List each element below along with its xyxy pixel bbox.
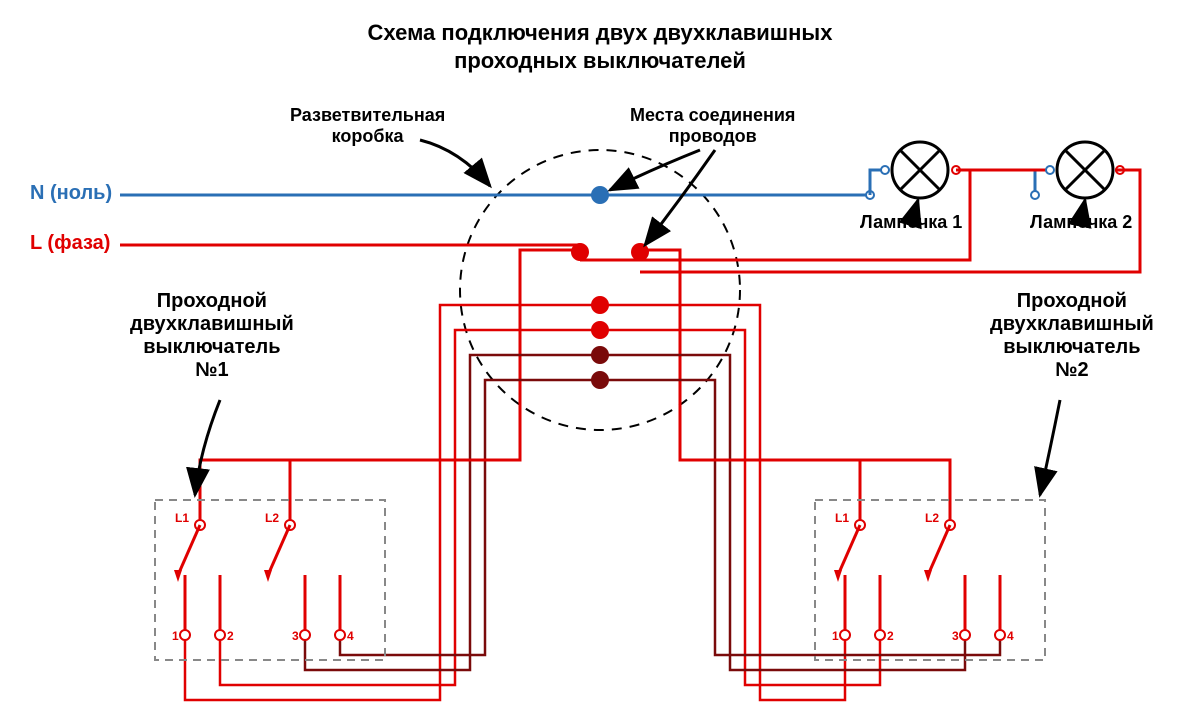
- svg-text:4: 4: [347, 629, 354, 643]
- diagram-canvas: Схема подключения двух двухклавишных про…: [0, 0, 1200, 727]
- svg-text:2: 2: [227, 629, 234, 643]
- sw1-L2: L2: [265, 511, 279, 525]
- wiring-svg: L1 L2 1 2 3 4 L1 L2: [0, 0, 1200, 727]
- svg-text:3: 3: [952, 629, 959, 643]
- svg-text:1: 1: [172, 629, 179, 643]
- arrow-lamp1: [910, 200, 918, 215]
- sw2-L1: L1: [835, 511, 849, 525]
- arrow-lamp2: [1080, 200, 1085, 215]
- junction-neutral: [591, 186, 609, 204]
- arrow-switch2: [1040, 400, 1060, 495]
- svg-text:3: 3: [292, 629, 299, 643]
- sw2-L2: L2: [925, 511, 939, 525]
- arrow-conn1: [610, 150, 700, 190]
- svg-text:4: 4: [1007, 629, 1014, 643]
- svg-text:2: 2: [887, 629, 894, 643]
- arrow-junction-box: [420, 140, 490, 186]
- svg-text:1: 1: [832, 629, 839, 643]
- junction-live1: [571, 243, 589, 261]
- sw1-L1: L1: [175, 511, 189, 525]
